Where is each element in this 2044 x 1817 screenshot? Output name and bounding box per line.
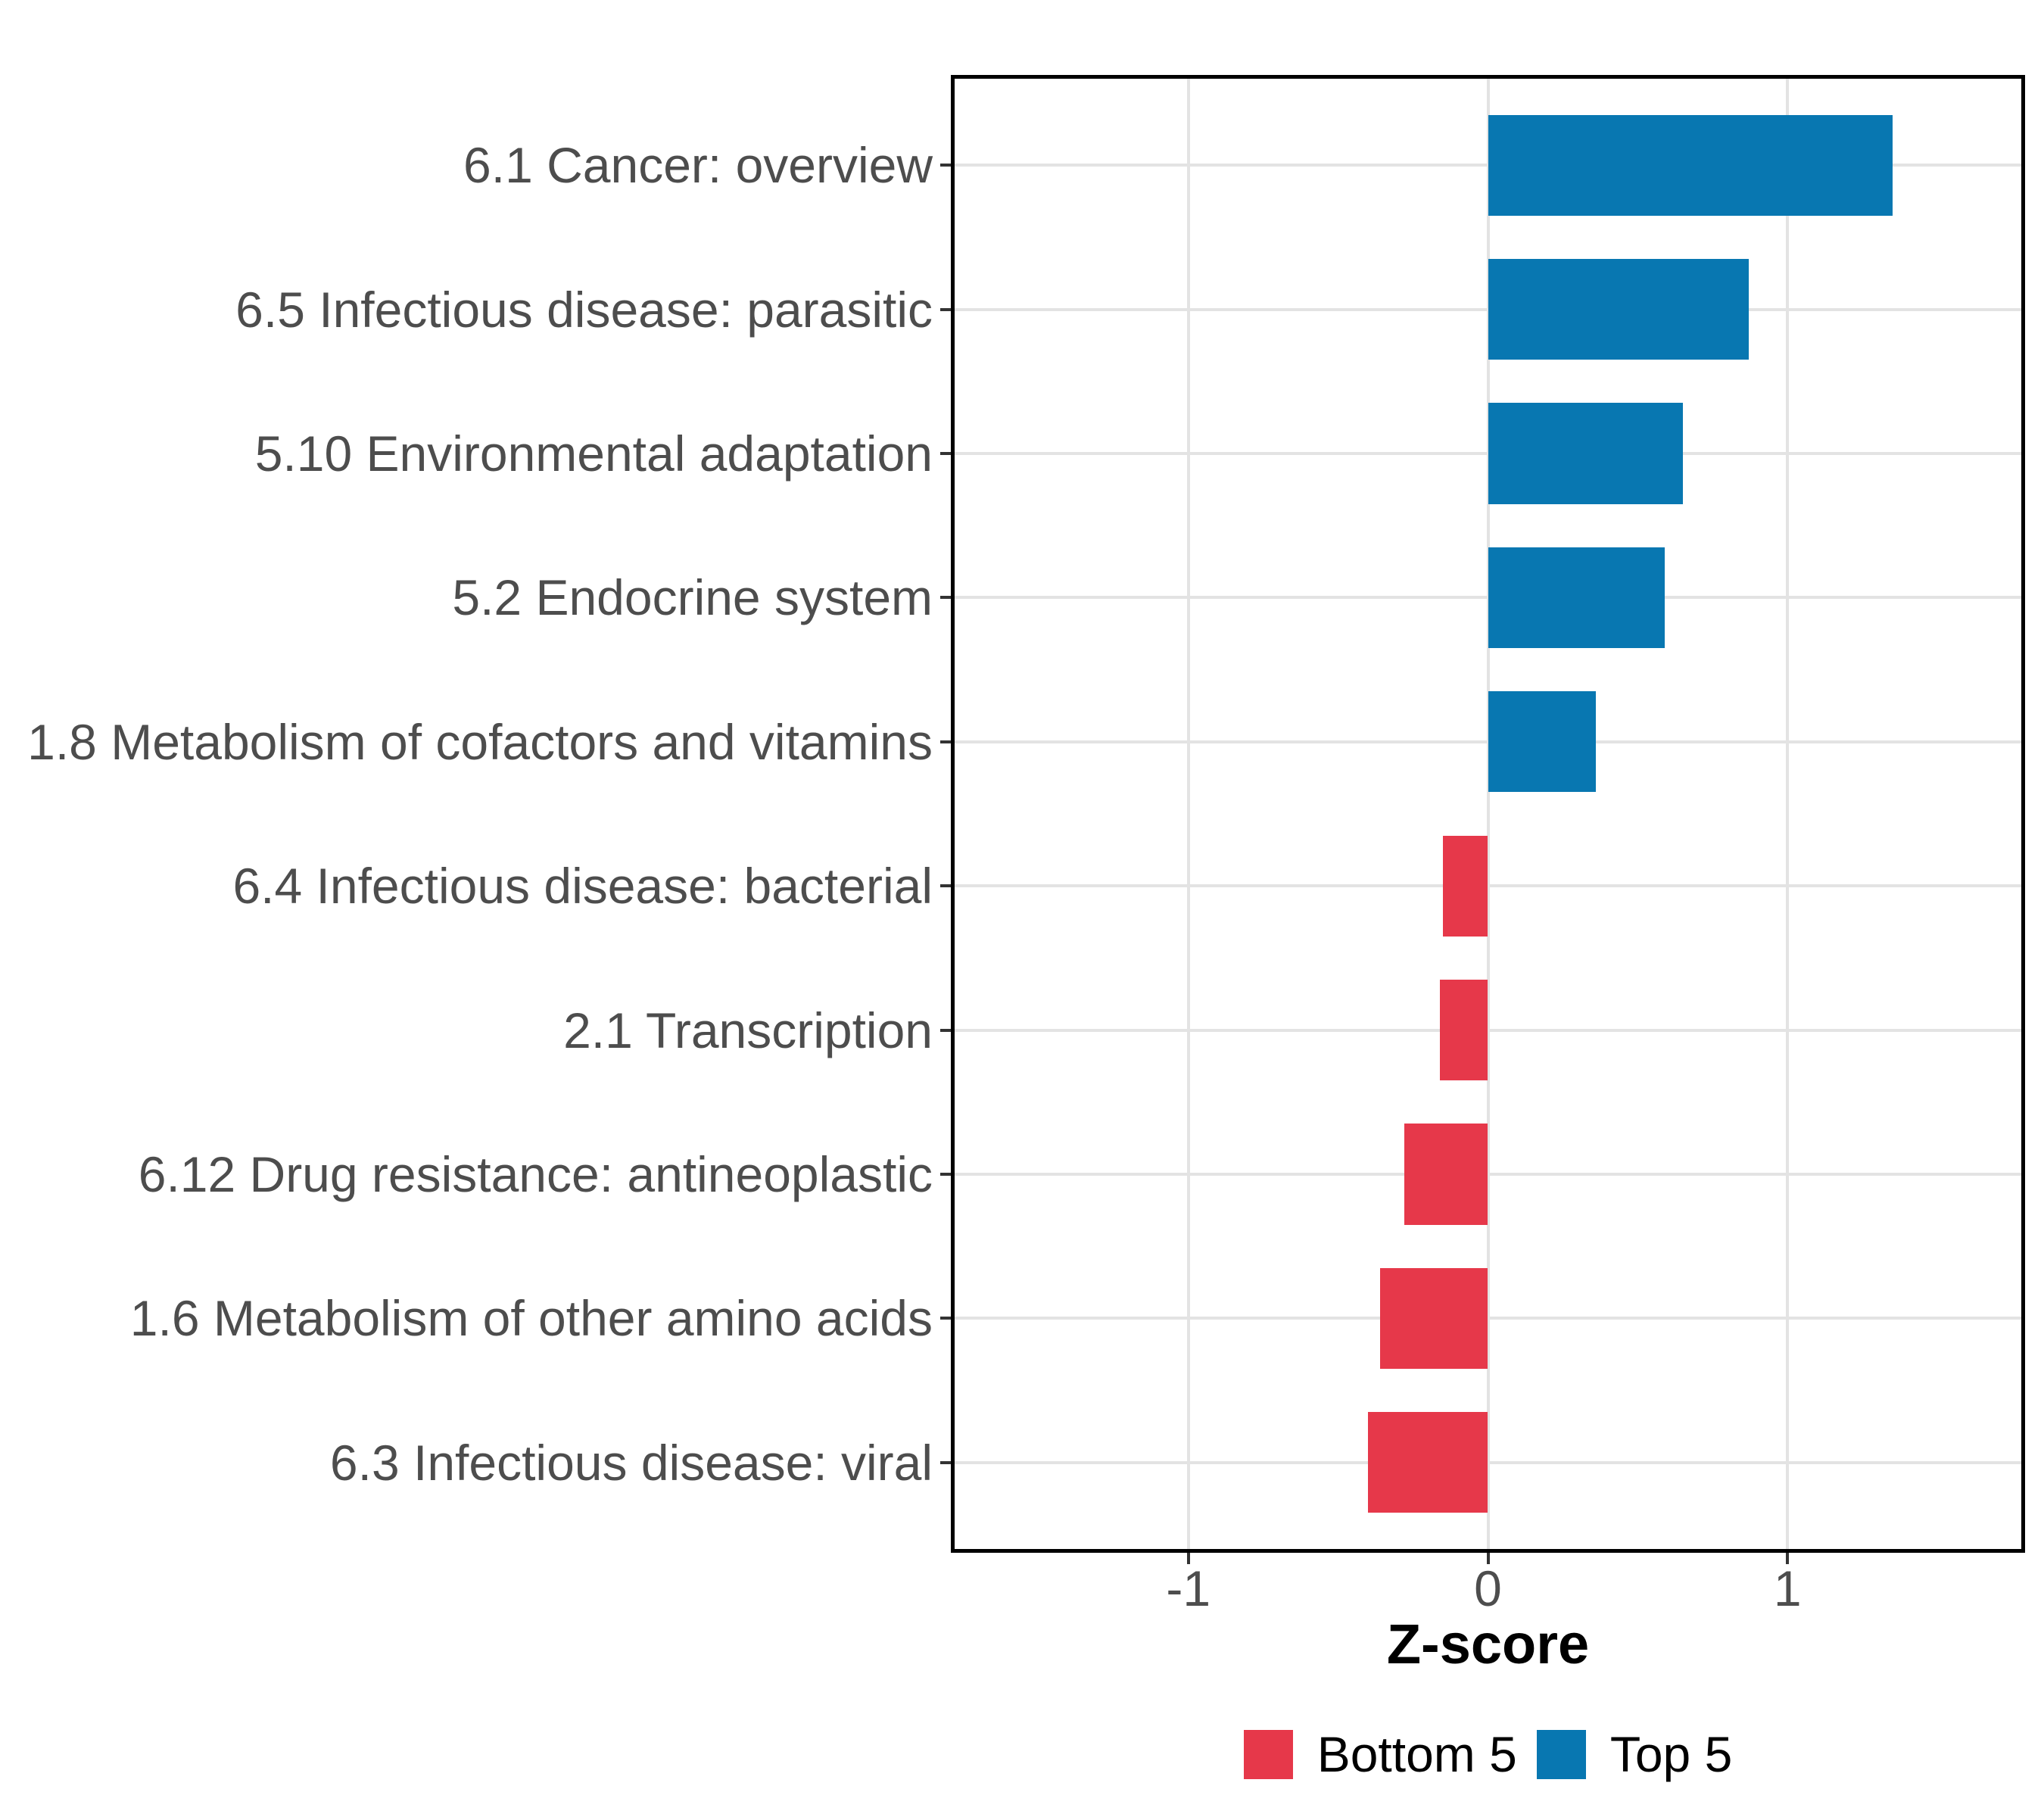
x-gridline bbox=[1486, 79, 1490, 1549]
bar bbox=[1488, 114, 1893, 216]
y-axis-label: 6.5 Infectious disease: parasitic bbox=[235, 281, 933, 338]
bars-layer bbox=[955, 79, 2021, 1549]
y-axis-label: 1.6 Metabolism of other amino acids bbox=[129, 1290, 933, 1347]
bar bbox=[1488, 258, 1749, 360]
y-axis-label: 5.10 Environmental adaptation bbox=[254, 425, 933, 482]
bar bbox=[1488, 547, 1665, 649]
y-axis-label: 5.2 Endocrine system bbox=[452, 569, 933, 626]
bar bbox=[1440, 979, 1488, 1081]
x-axis-title: Z-score bbox=[1386, 1613, 1590, 1675]
y-axis-label: 6.4 Infectious disease: bacterial bbox=[232, 858, 933, 915]
y-gridline bbox=[955, 1317, 2021, 1320]
y-gridline bbox=[955, 1172, 2021, 1176]
y-axis-label: 1.8 Metabolism of cofactors and vitamins bbox=[27, 713, 933, 770]
x-axis-tick bbox=[1186, 1553, 1190, 1564]
legend-label-bottom5: Bottom 5 bbox=[1316, 1726, 1517, 1782]
y-axis-label: 6.3 Infectious disease: viral bbox=[329, 1434, 933, 1491]
y-axis-tick bbox=[940, 1028, 951, 1032]
y-axis-tick bbox=[940, 1460, 951, 1464]
legend-entry-top5: Top 5 bbox=[1536, 1726, 1733, 1782]
x-axis-tick-label: -1 bbox=[1166, 1560, 1211, 1616]
y-axis-tick bbox=[940, 884, 951, 888]
bar bbox=[1404, 1124, 1488, 1225]
legend: Bottom 5 Top 5 bbox=[951, 1726, 2025, 1782]
y-axis-label: 2.1 Transcription bbox=[563, 1002, 933, 1058]
legend-entry-bottom5: Bottom 5 bbox=[1243, 1726, 1517, 1782]
x-gridline bbox=[1786, 79, 1790, 1549]
bar bbox=[1368, 1412, 1488, 1513]
y-axis-tick bbox=[940, 164, 951, 167]
y-axis-tick bbox=[940, 307, 951, 311]
y-gridline bbox=[955, 1460, 2021, 1464]
y-axis-tick bbox=[940, 1172, 951, 1176]
y-axis-tick bbox=[940, 596, 951, 600]
bar bbox=[1488, 691, 1596, 793]
x-axis-tick bbox=[1486, 1553, 1490, 1564]
y-axis-tick bbox=[940, 452, 951, 456]
y-axis-label: 6.1 Cancer: overview bbox=[463, 137, 933, 194]
bar bbox=[1488, 403, 1683, 504]
y-axis-tick bbox=[940, 1317, 951, 1320]
y-gridline bbox=[955, 1028, 2021, 1032]
x-axis-tick-label: 0 bbox=[1474, 1560, 1502, 1616]
bar bbox=[1380, 1267, 1488, 1369]
y-axis-label: 6.12 Drug resistance: antineoplastic bbox=[138, 1145, 933, 1202]
legend-label-top5: Top 5 bbox=[1609, 1726, 1733, 1782]
y-axis-tick bbox=[940, 740, 951, 743]
legend-swatch-top5 bbox=[1536, 1730, 1586, 1779]
x-axis-tick-label: 1 bbox=[1773, 1560, 1802, 1616]
bar bbox=[1443, 835, 1488, 937]
x-axis-tick bbox=[1786, 1553, 1790, 1564]
legend-swatch-bottom5 bbox=[1243, 1730, 1293, 1779]
plot-panel bbox=[951, 75, 2025, 1553]
x-gridline bbox=[1186, 79, 1190, 1549]
y-gridline bbox=[955, 884, 2021, 888]
